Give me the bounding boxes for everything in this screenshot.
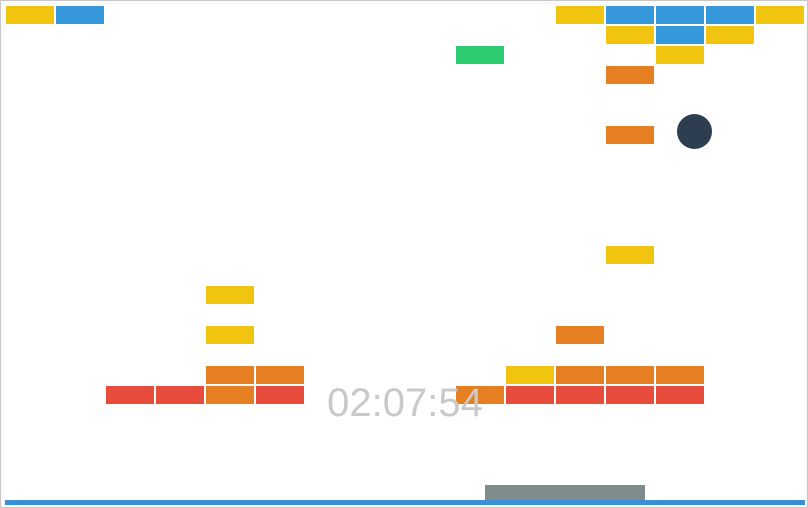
game-board[interactable]: 02:07:54 [5, 5, 805, 505]
brick-orange [456, 386, 504, 404]
brick-orange [256, 366, 304, 384]
brick-red [606, 386, 654, 404]
brick-red [556, 386, 604, 404]
brick-yellow [706, 26, 754, 44]
brick-blue [606, 6, 654, 24]
paddle[interactable] [485, 485, 645, 501]
brick-yellow [606, 246, 654, 264]
brick-yellow [206, 286, 254, 304]
brick-yellow [506, 366, 554, 384]
brick-orange [556, 366, 604, 384]
ball [677, 114, 712, 149]
brick-blue [706, 6, 754, 24]
brick-yellow [206, 326, 254, 344]
brick-orange [206, 386, 254, 404]
brick-red [506, 386, 554, 404]
brick-yellow [756, 6, 804, 24]
brick-orange [656, 366, 704, 384]
brick-red [156, 386, 204, 404]
brick-orange [606, 366, 654, 384]
brick-yellow [606, 26, 654, 44]
brick-red [106, 386, 154, 404]
floor-line [5, 500, 805, 505]
brick-orange [206, 366, 254, 384]
brick-blue [656, 6, 704, 24]
brick-yellow [656, 46, 704, 64]
brick-red [256, 386, 304, 404]
brick-yellow [6, 6, 54, 24]
brick-orange [556, 326, 604, 344]
brick-blue [656, 26, 704, 44]
brick-blue [56, 6, 104, 24]
brick-orange [606, 126, 654, 144]
brick-green [456, 46, 504, 64]
brick-orange [606, 66, 654, 84]
brick-red [656, 386, 704, 404]
brick-yellow [556, 6, 604, 24]
elapsed-timer: 02:07:54 [327, 381, 483, 425]
